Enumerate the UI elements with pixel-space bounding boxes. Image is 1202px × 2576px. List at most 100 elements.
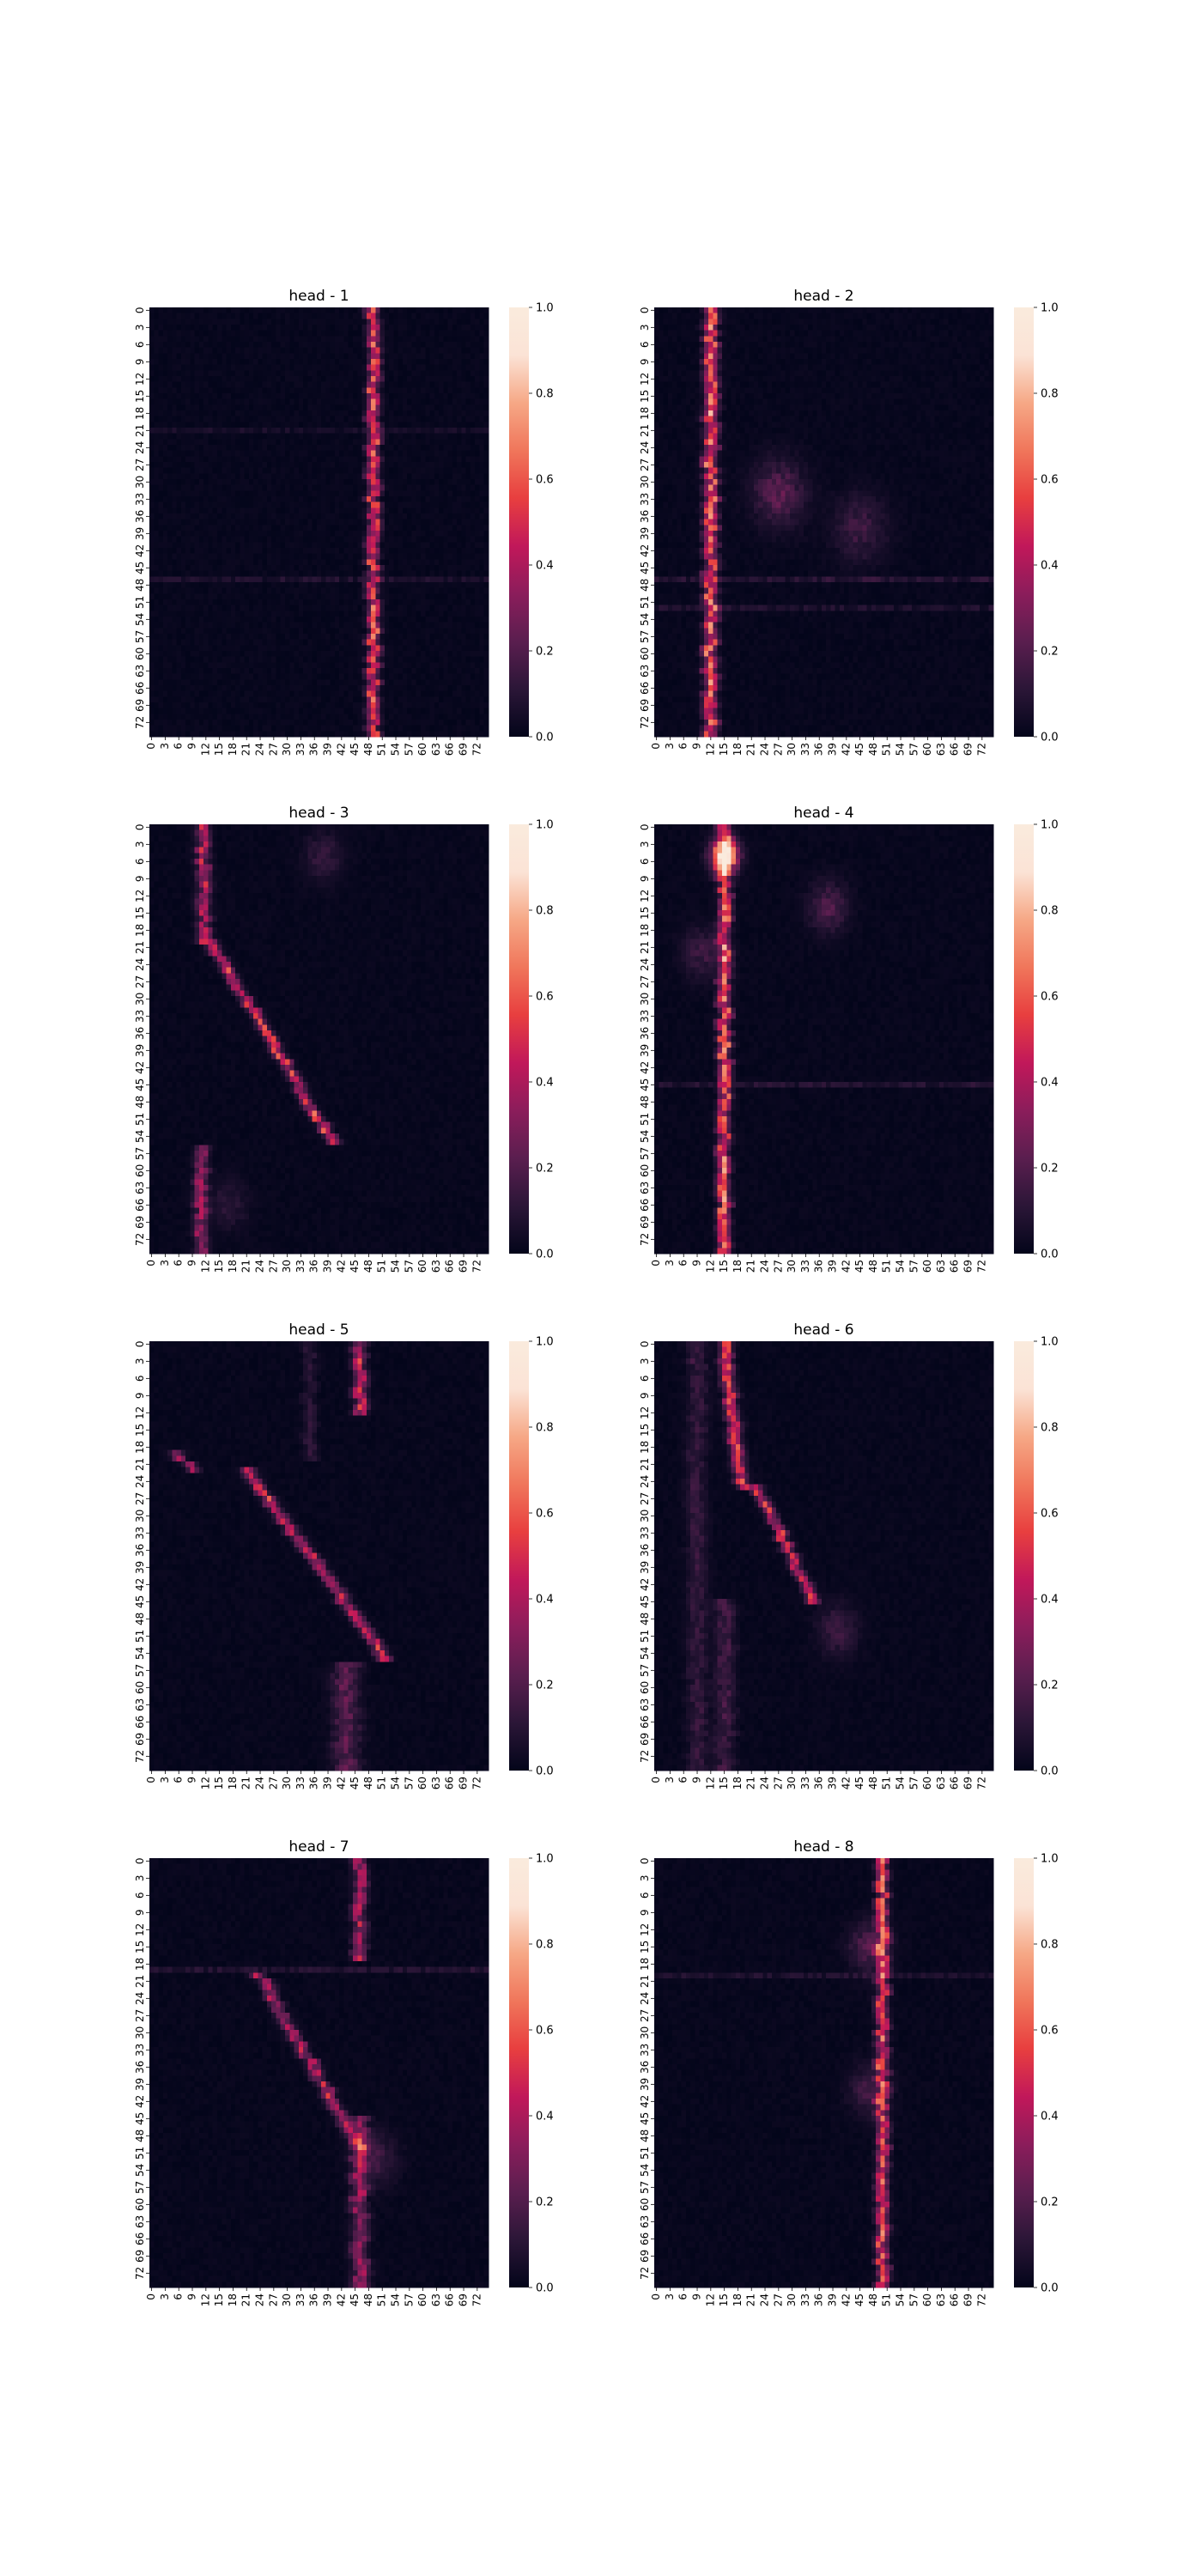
heatmap-cell [258,353,263,359]
heatmap-cell [371,365,376,371]
heatmap-cell [430,325,435,331]
heatmap-cell [154,325,159,331]
heatmap-cell [271,342,276,348]
heatmap-cell [371,336,376,342]
heatmap-cell [190,348,195,354]
heatmap-cell [353,365,358,371]
heatmap-cell [159,313,164,319]
heatmap-cell [199,348,204,354]
heatmap-cell [385,353,390,359]
heatmap-cell [217,365,222,371]
heatmap-cell [403,342,408,348]
heatmap-cell [163,336,168,342]
heatmap-cell [222,319,227,325]
heatmap-cell [403,365,408,371]
heatmap-cell [416,359,422,365]
heatmap-cell [276,331,281,337]
heatmap-cell [231,342,236,348]
heatmap-cell [195,331,200,337]
heatmap-cell [375,319,380,325]
heatmap-cell [313,313,318,319]
heatmap-cell [362,359,367,365]
heatmap-cell [331,307,336,313]
heatmap-cell [154,359,159,365]
heatmap-cell [430,336,435,342]
heatmap-cell [285,319,290,325]
heatmap-cell [149,336,155,342]
heatmap-cell [167,365,173,371]
heatmap-cell [240,348,245,354]
heatmap-cell [235,325,240,331]
heatmap-cell [213,359,218,365]
heatmap-cell [185,353,191,359]
heatmap-cell [163,325,168,331]
heatmap-cell [321,348,326,354]
heatmap-cell [299,307,304,313]
heatmap-cell [208,313,213,319]
heatmap-cell [177,342,182,348]
heatmap-cell [208,359,213,365]
heatmap-cell [159,307,164,313]
heatmap-cell [475,359,480,365]
heatmap-cell [231,348,236,354]
heatmap-cell [425,342,430,348]
heatmap-cell [335,313,340,319]
heatmap-cell [425,307,430,313]
heatmap-cell [389,307,394,313]
heatmap-cell [313,319,318,325]
heatmap-cell [362,342,367,348]
heatmap-cell [177,348,182,354]
heatmap-cell [349,331,354,337]
heatmap-cell [167,342,173,348]
heatmap-cell [217,342,222,348]
heatmap-cell [362,319,367,325]
heatmap-cell [475,325,480,331]
heatmap-cell [313,359,318,365]
heatmap-cell [303,325,308,331]
heatmap-cell [185,325,191,331]
heatmap-cell [303,319,308,325]
heatmap-cell [325,353,331,359]
heatmap-cell [393,342,398,348]
heatmap-cell [195,365,200,371]
heatmap-cell [267,319,272,325]
heatmap-cell [172,342,177,348]
heatmap-cell [343,319,349,325]
heatmap-cell [475,331,480,337]
heatmap-cell [434,307,440,313]
heatmap-cell [289,336,294,342]
heatmap-cell [331,359,336,365]
heatmap-cell [411,307,416,313]
heatmap-cell [199,307,204,313]
heatmap-cell [203,319,209,325]
heatmap-cell [448,331,453,337]
heatmap-cell [343,325,349,331]
heatmap-cell [403,336,408,342]
heatmap-cell [222,336,227,342]
heatmap-cell [313,307,318,313]
heatmap-cell [425,348,430,354]
heatmap-cell [362,353,367,359]
heatmap-cell [185,331,191,337]
heatmap-cell [222,313,227,319]
heatmap-cell [185,313,191,319]
heatmap-cell [403,319,408,325]
heatmap-cell [367,336,372,342]
heatmap-cell [258,336,263,342]
heatmap-cell [439,331,444,337]
heatmap-cell [349,319,354,325]
heatmap-cell [149,325,155,331]
heatmap-cell [149,331,155,337]
heatmap-cell [362,325,367,331]
heatmap-cell [177,331,182,337]
heatmap-cell [317,336,322,342]
heatmap-cell [253,336,258,342]
heatmap-cell [222,307,227,313]
heatmap-cell [299,325,304,331]
heatmap-cell [294,313,300,319]
heatmap-cell [443,365,448,371]
heatmap-cell [362,348,367,354]
heatmap-cell [181,353,186,359]
heatmap-cell [407,336,412,342]
heatmap-cell [199,319,204,325]
